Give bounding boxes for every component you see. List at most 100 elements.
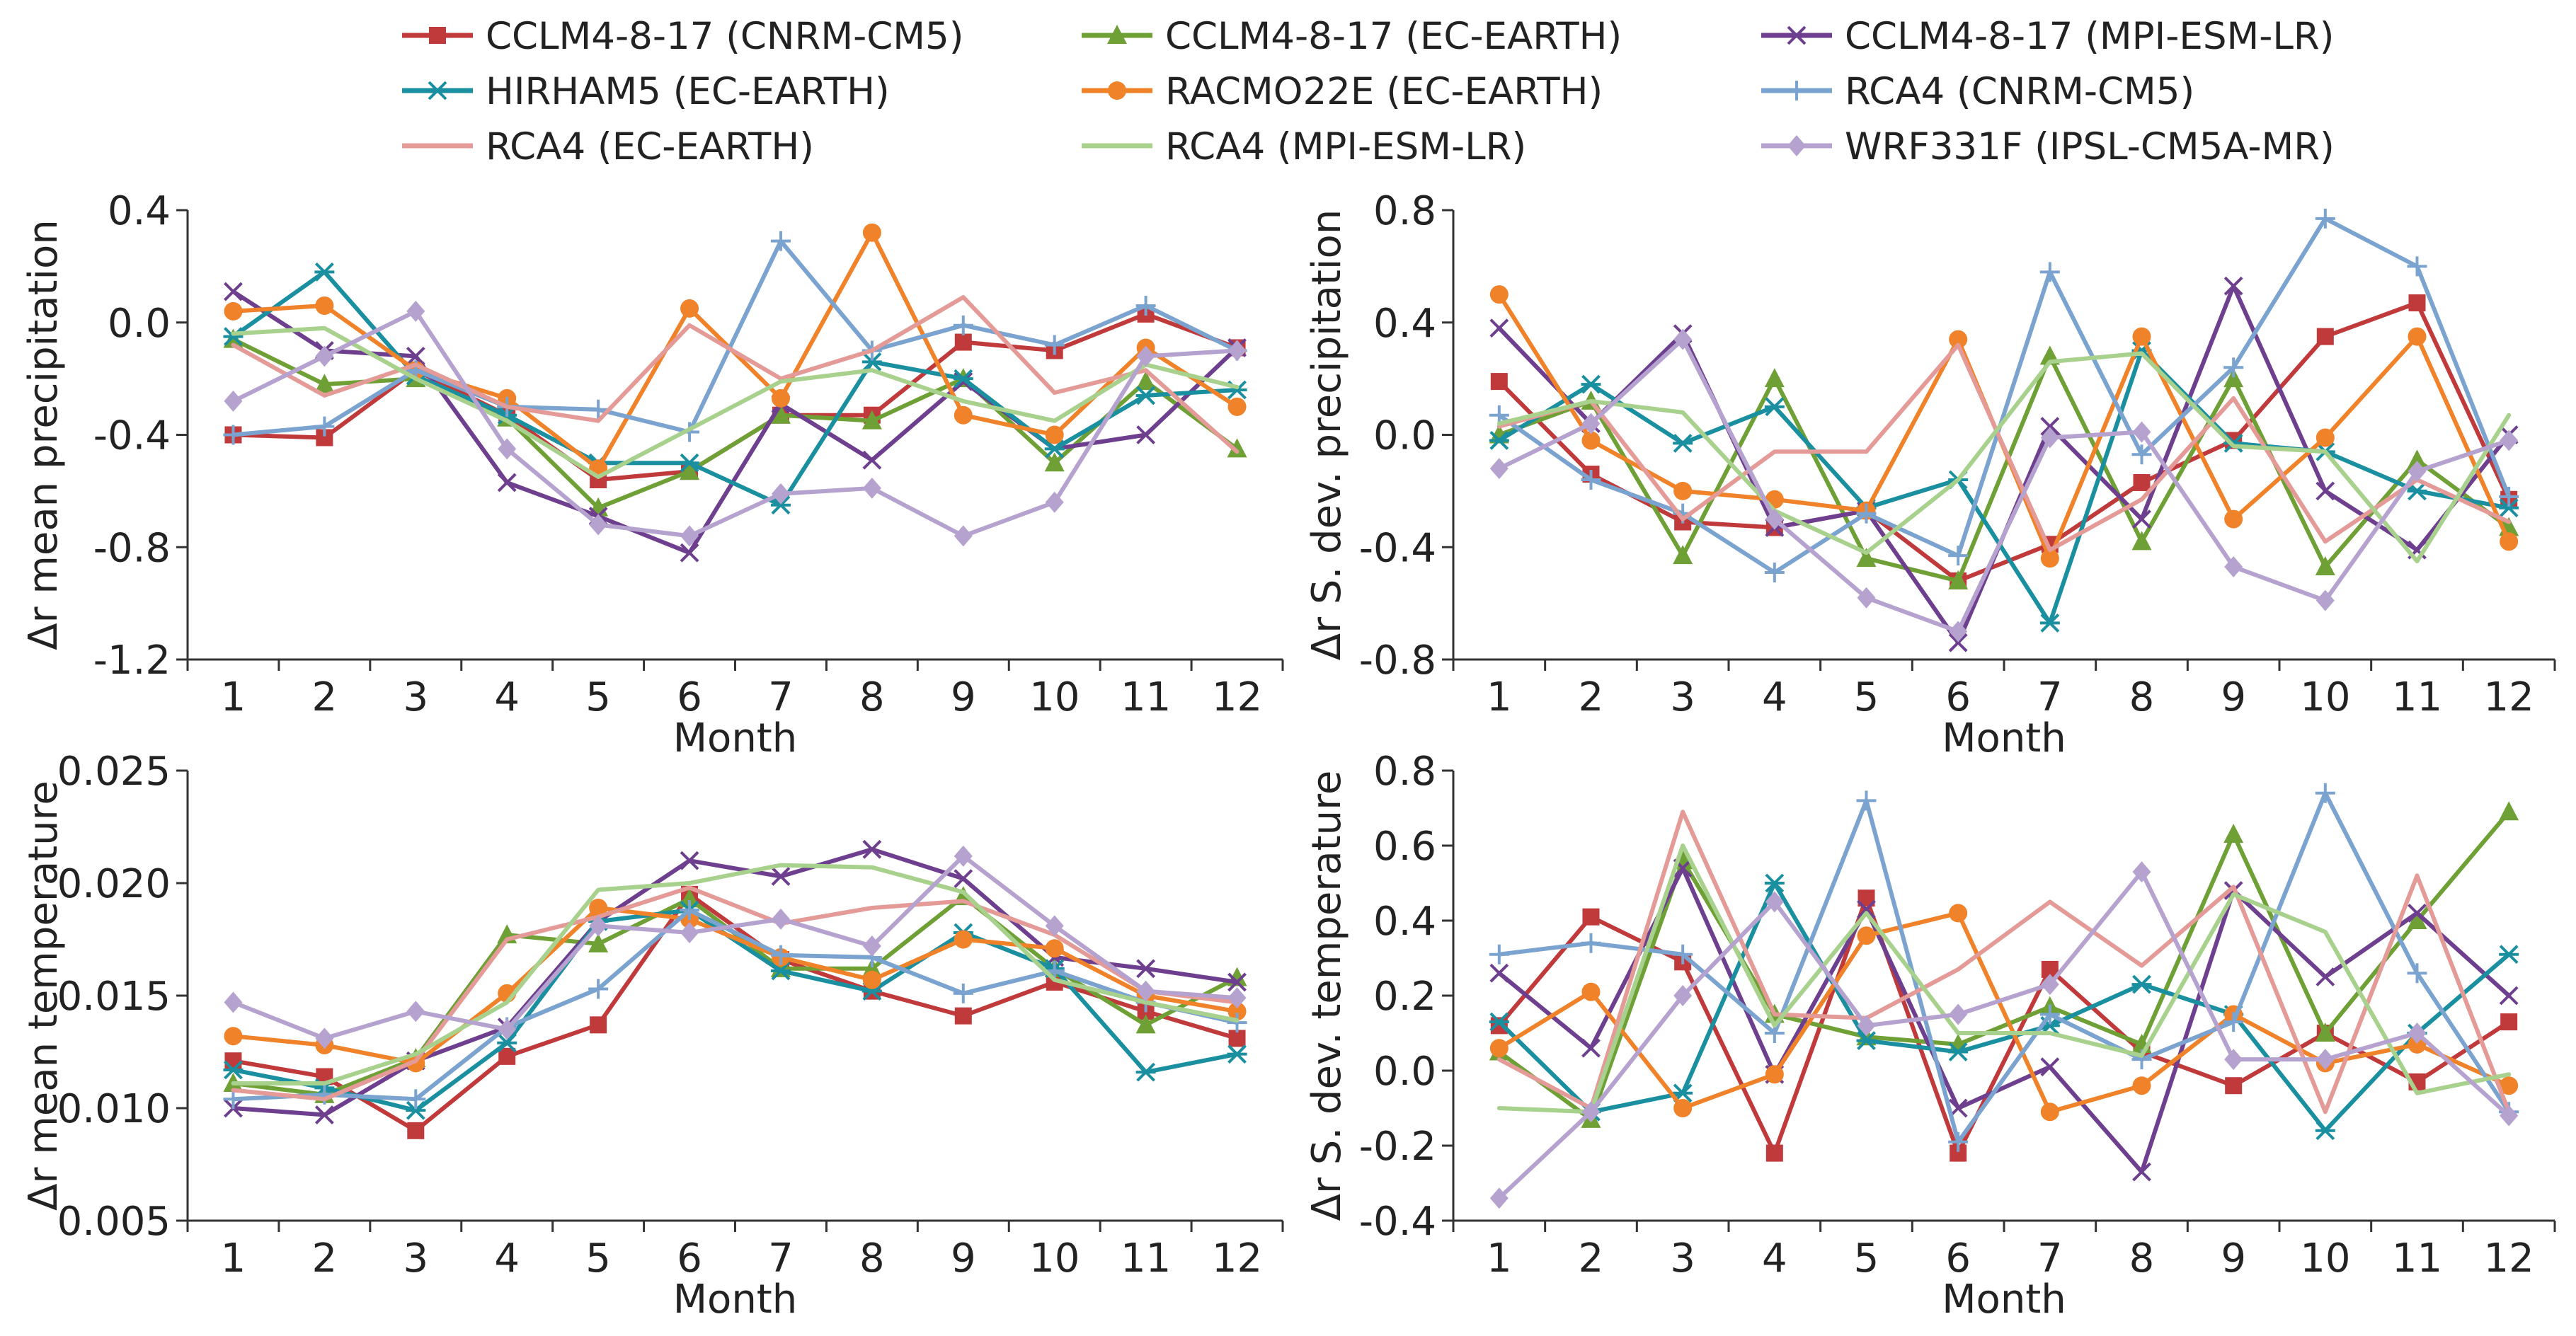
legend-label: CCLM4-8-17 (CNRM-CM5) xyxy=(486,15,963,58)
series-line xyxy=(1496,337,2512,634)
legend-entry-rca4-ec-earth: RCA4 (EC-EARTH) xyxy=(402,125,814,168)
series-line xyxy=(1496,870,2512,1201)
data-point xyxy=(1581,1101,1601,1123)
legend-label: CCLM4-8-17 (EC-EARTH) xyxy=(1165,15,1622,58)
data-point xyxy=(2499,986,2519,1006)
data-point xyxy=(770,404,791,424)
data-point xyxy=(954,525,973,547)
series-line xyxy=(1496,301,2512,583)
data-point xyxy=(2500,1013,2518,1031)
data-point xyxy=(589,514,608,536)
data-point xyxy=(2040,417,2060,437)
data-point xyxy=(861,352,882,372)
legend-entry-rca4-cnrm-cm5: RCA4 (CNRM-CM5) xyxy=(1761,70,2194,113)
data-point xyxy=(2315,589,2335,611)
data-point xyxy=(2500,430,2519,451)
legend-label: CCLM4-8-17 (MPI-ESM-LR) xyxy=(1845,15,2334,58)
data-point xyxy=(2131,531,2152,551)
data-point xyxy=(2223,357,2244,378)
series-line xyxy=(231,309,1240,539)
data-point xyxy=(2315,556,2335,576)
data-point xyxy=(1856,548,1877,568)
y-axis-label: Δr mean temperature xyxy=(21,781,67,1211)
data-point xyxy=(590,1016,607,1034)
data-point xyxy=(1136,345,1155,367)
data-point xyxy=(771,483,790,505)
y-tick-label: 0.8 xyxy=(1373,749,1436,795)
data-point xyxy=(1135,371,1156,391)
legend-marker-plus xyxy=(1787,81,1807,100)
x-axis-label: Month xyxy=(1942,715,2066,761)
data-point xyxy=(315,345,334,367)
data-point xyxy=(406,1100,426,1120)
x-tick-label: 5 xyxy=(585,1236,611,1282)
legend-label: RCA4 (EC-EARTH) xyxy=(486,125,814,168)
series-line xyxy=(1496,342,2512,553)
x-tick-label: 8 xyxy=(859,1236,885,1282)
data-point xyxy=(1136,980,1155,1002)
x-tick-label: 9 xyxy=(2221,674,2246,720)
data-point xyxy=(2132,1076,2151,1095)
data-point xyxy=(862,477,881,499)
x-tick-label: 9 xyxy=(2221,1236,2246,1282)
data-point xyxy=(2316,328,2334,345)
data-point xyxy=(953,983,973,1003)
legend-entry-hirham5-ec-earth: HIRHAM5 (EC-EARTH) xyxy=(402,70,890,113)
x-tick-label: 3 xyxy=(403,1236,428,1282)
data-point xyxy=(1673,1099,1693,1117)
legend-entry-cclm4-8-17-mpi-esm-lr: CCLM4-8-17 (MPI-ESM-LR) xyxy=(1761,15,2334,58)
data-point xyxy=(680,900,700,921)
y-axis-label: Δr S. dev. precipitation xyxy=(1304,209,1350,660)
x-tick-label: 2 xyxy=(1579,1236,1604,1282)
data-point xyxy=(1764,397,1785,417)
data-point xyxy=(954,930,973,949)
legend-entry-wrf331f-ipsl-cm5a-mr: WRF331F (IPSL-CM5A-MR) xyxy=(1761,125,2335,168)
data-point xyxy=(2132,509,2151,529)
data-point xyxy=(406,1089,426,1110)
series-line xyxy=(1496,216,2512,575)
data-point xyxy=(1949,1003,1968,1025)
series-line xyxy=(1496,351,2512,564)
data-point xyxy=(2407,449,2427,469)
x-tick-label: 10 xyxy=(1029,674,1080,720)
data-point xyxy=(1765,508,1784,530)
data-point xyxy=(1045,425,1064,444)
x-tick-label: 2 xyxy=(312,674,338,720)
legend: CCLM4-8-17 (CNRM-CM5) CCLM4-8-17 (EC-EART… xyxy=(402,15,2335,168)
data-point xyxy=(1489,431,1509,450)
data-point xyxy=(1857,899,1876,919)
data-point xyxy=(2499,945,2519,964)
legend-label: RCA4 (CNRM-CM5) xyxy=(1845,70,2194,113)
data-point xyxy=(224,1027,243,1046)
y-axis-label: Δr mean precipitation xyxy=(21,219,67,650)
x-tick-label: 8 xyxy=(859,674,885,720)
x-tick-label: 3 xyxy=(1670,674,1695,720)
data-point xyxy=(1948,570,1969,589)
data-point xyxy=(2500,532,2519,551)
data-point xyxy=(315,296,334,315)
x-tick-label: 6 xyxy=(677,1236,702,1282)
data-point xyxy=(1489,458,1509,480)
data-point xyxy=(2315,967,2335,986)
data-point xyxy=(406,300,425,322)
y-tick-label: 0.025 xyxy=(57,749,171,795)
data-point xyxy=(1765,1065,1784,1084)
x-tick-label: 12 xyxy=(1212,674,1262,720)
series-racmo22e-ec-earth xyxy=(1489,285,2519,568)
data-point xyxy=(2408,294,2426,311)
x-tick-label: 2 xyxy=(312,1236,338,1282)
data-point xyxy=(954,1007,972,1025)
data-point xyxy=(2040,549,2059,568)
data-point xyxy=(680,888,700,908)
data-point xyxy=(224,301,243,321)
data-point xyxy=(1581,982,1601,1001)
data-point xyxy=(314,374,335,393)
data-point xyxy=(2315,1023,2335,1042)
legend-entry-cclm4-8-17-ec-earth: CCLM4-8-17 (EC-EARTH) xyxy=(1082,15,1622,58)
data-point xyxy=(1948,1042,1969,1061)
series-rca4-ec-earth xyxy=(1496,342,2512,553)
data-point xyxy=(1857,1015,1876,1037)
data-point xyxy=(954,869,973,889)
data-point xyxy=(680,921,699,943)
data-point xyxy=(2131,974,2152,994)
